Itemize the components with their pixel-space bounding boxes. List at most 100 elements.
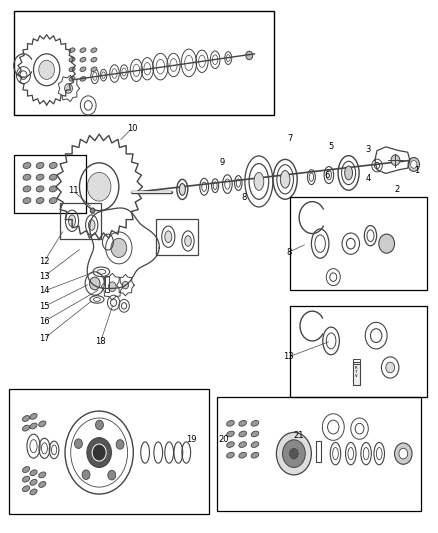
Ellipse shape [69,58,75,62]
Bar [315,441,321,462]
Ellipse shape [179,183,185,195]
Circle shape [282,440,304,467]
Ellipse shape [91,48,97,52]
Text: 12: 12 [39,257,49,265]
Ellipse shape [30,489,37,495]
Bar [217,397,420,511]
Circle shape [108,282,116,292]
Circle shape [122,281,128,289]
Text: 20: 20 [218,435,229,444]
Ellipse shape [22,476,30,482]
Ellipse shape [280,171,289,188]
Ellipse shape [251,453,258,458]
Ellipse shape [254,173,263,190]
Ellipse shape [226,421,234,426]
Ellipse shape [88,220,95,230]
Ellipse shape [80,67,86,71]
Circle shape [111,238,127,257]
Text: 15: 15 [39,302,49,311]
Bar [60,203,101,239]
Circle shape [92,444,106,461]
Ellipse shape [226,431,234,437]
Ellipse shape [325,170,331,180]
Ellipse shape [251,442,258,447]
Ellipse shape [49,186,57,192]
Ellipse shape [22,416,30,422]
Ellipse shape [22,466,30,473]
Ellipse shape [238,442,246,447]
Text: 6: 6 [323,171,328,180]
Circle shape [398,448,407,459]
Text: 3: 3 [365,145,370,154]
Text: 7: 7 [286,134,292,143]
Circle shape [385,362,394,373]
Text: 16: 16 [39,317,49,326]
Circle shape [64,84,72,93]
Ellipse shape [23,163,31,168]
Ellipse shape [238,421,246,426]
Ellipse shape [23,198,31,204]
Circle shape [276,432,311,475]
Ellipse shape [69,67,75,71]
Ellipse shape [69,48,75,52]
Circle shape [410,160,416,168]
Ellipse shape [30,414,37,419]
Ellipse shape [164,231,171,243]
Ellipse shape [39,472,46,478]
Bar [289,306,426,397]
Ellipse shape [80,77,86,81]
Text: 8: 8 [240,193,246,202]
Text: 8: 8 [285,248,291,257]
Ellipse shape [49,174,57,180]
Circle shape [74,439,82,448]
Ellipse shape [91,67,97,71]
Text: 14: 14 [39,286,49,295]
Circle shape [87,438,111,467]
Ellipse shape [80,48,86,52]
Bar [289,197,426,290]
Ellipse shape [251,431,258,437]
Circle shape [407,158,419,171]
Ellipse shape [226,442,234,447]
Text: 10: 10 [127,124,137,133]
Circle shape [39,60,54,79]
Text: 9: 9 [219,158,224,167]
Ellipse shape [344,166,352,180]
Bar [352,359,360,365]
Circle shape [289,448,297,459]
Text: 21: 21 [292,431,303,440]
Ellipse shape [49,163,57,168]
Text: 13: 13 [39,272,49,280]
Text: 5: 5 [328,142,333,151]
Text: 17: 17 [39,334,49,343]
Text: 11: 11 [67,186,78,195]
Bar [155,219,197,255]
Circle shape [394,443,411,464]
Ellipse shape [23,186,31,192]
Ellipse shape [49,198,57,204]
Ellipse shape [226,453,234,458]
Ellipse shape [184,236,191,246]
Circle shape [245,51,252,60]
Ellipse shape [91,58,97,62]
Ellipse shape [22,425,30,431]
Text: 1: 1 [413,166,418,175]
Ellipse shape [238,453,246,458]
Text: 18: 18 [95,337,106,346]
Ellipse shape [30,479,37,485]
Circle shape [108,470,116,480]
Ellipse shape [30,470,37,475]
Bar [10,389,208,514]
Ellipse shape [22,486,30,491]
Ellipse shape [39,481,46,487]
Bar [14,11,274,115]
Ellipse shape [36,198,44,204]
Ellipse shape [39,421,46,427]
Circle shape [95,420,103,430]
Ellipse shape [251,421,258,426]
Circle shape [89,277,100,290]
Ellipse shape [238,431,246,437]
Circle shape [378,234,394,253]
Text: 4: 4 [365,174,370,183]
Bar [105,276,109,292]
